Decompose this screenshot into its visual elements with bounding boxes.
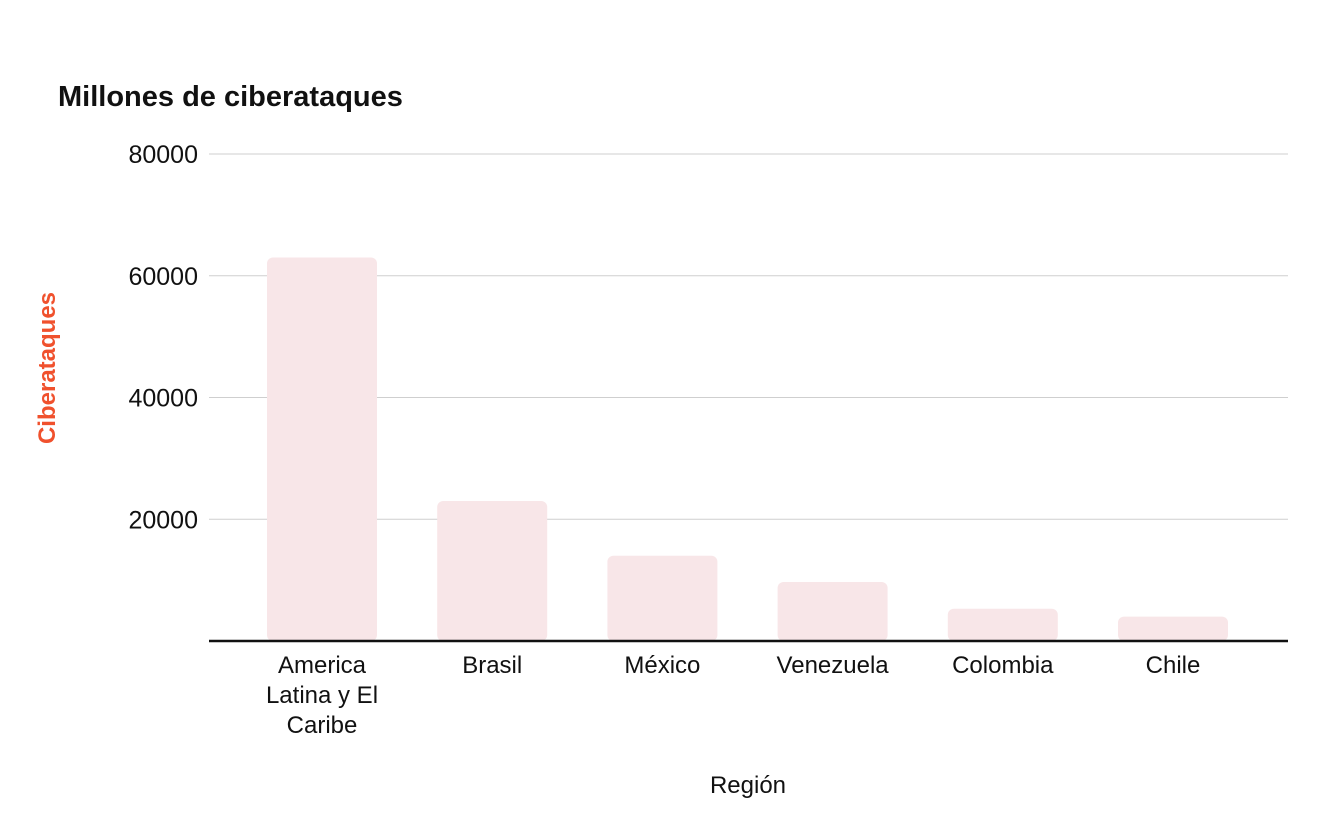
x-axis-categories: America Latina y El Caribe Brasil México Vene…	[266, 652, 1200, 739]
x-category-label: México	[624, 652, 700, 679]
x-category-label-line: México	[624, 652, 700, 679]
bar-venezuela	[777, 581, 888, 641]
x-category-label-line: America	[278, 652, 367, 679]
bar-méxico	[607, 555, 718, 641]
bar-brasil	[437, 500, 548, 641]
x-category-label-line: Venezuela	[777, 652, 890, 679]
x-category-label-line: Brasil	[462, 652, 522, 679]
x-category-label-line: Colombia	[952, 652, 1054, 679]
x-category-label: Brasil	[462, 652, 522, 679]
x-category-label: Venezuela	[777, 652, 890, 679]
y-axis-ticks: 20000 40000 60000 80000	[128, 141, 198, 534]
bars	[267, 257, 1228, 641]
bar-colombia	[947, 608, 1058, 641]
chart-title: Millones de ciberataques	[58, 81, 403, 113]
x-category-label-line: Latina y El	[266, 682, 378, 709]
x-category-label-line: Chile	[1146, 652, 1201, 679]
x-category-label: America Latina y El Caribe	[266, 652, 378, 739]
x-category-label: Colombia	[952, 652, 1054, 679]
y-axis-label: Ciberataques	[34, 292, 61, 444]
y-tick-label-20000: 20000	[128, 506, 198, 534]
x-category-label-line: Caribe	[287, 712, 358, 739]
grid-lines	[209, 153, 1288, 520]
x-category-label: Chile	[1146, 652, 1201, 679]
y-tick-label-80000: 80000	[128, 141, 198, 169]
y-tick-label-40000: 40000	[128, 385, 198, 413]
bar-america-latina-y-el-caribe	[267, 257, 377, 641]
bar-chile	[1118, 616, 1228, 641]
y-tick-label-60000: 60000	[128, 263, 198, 291]
x-axis-label: Región	[710, 772, 786, 799]
